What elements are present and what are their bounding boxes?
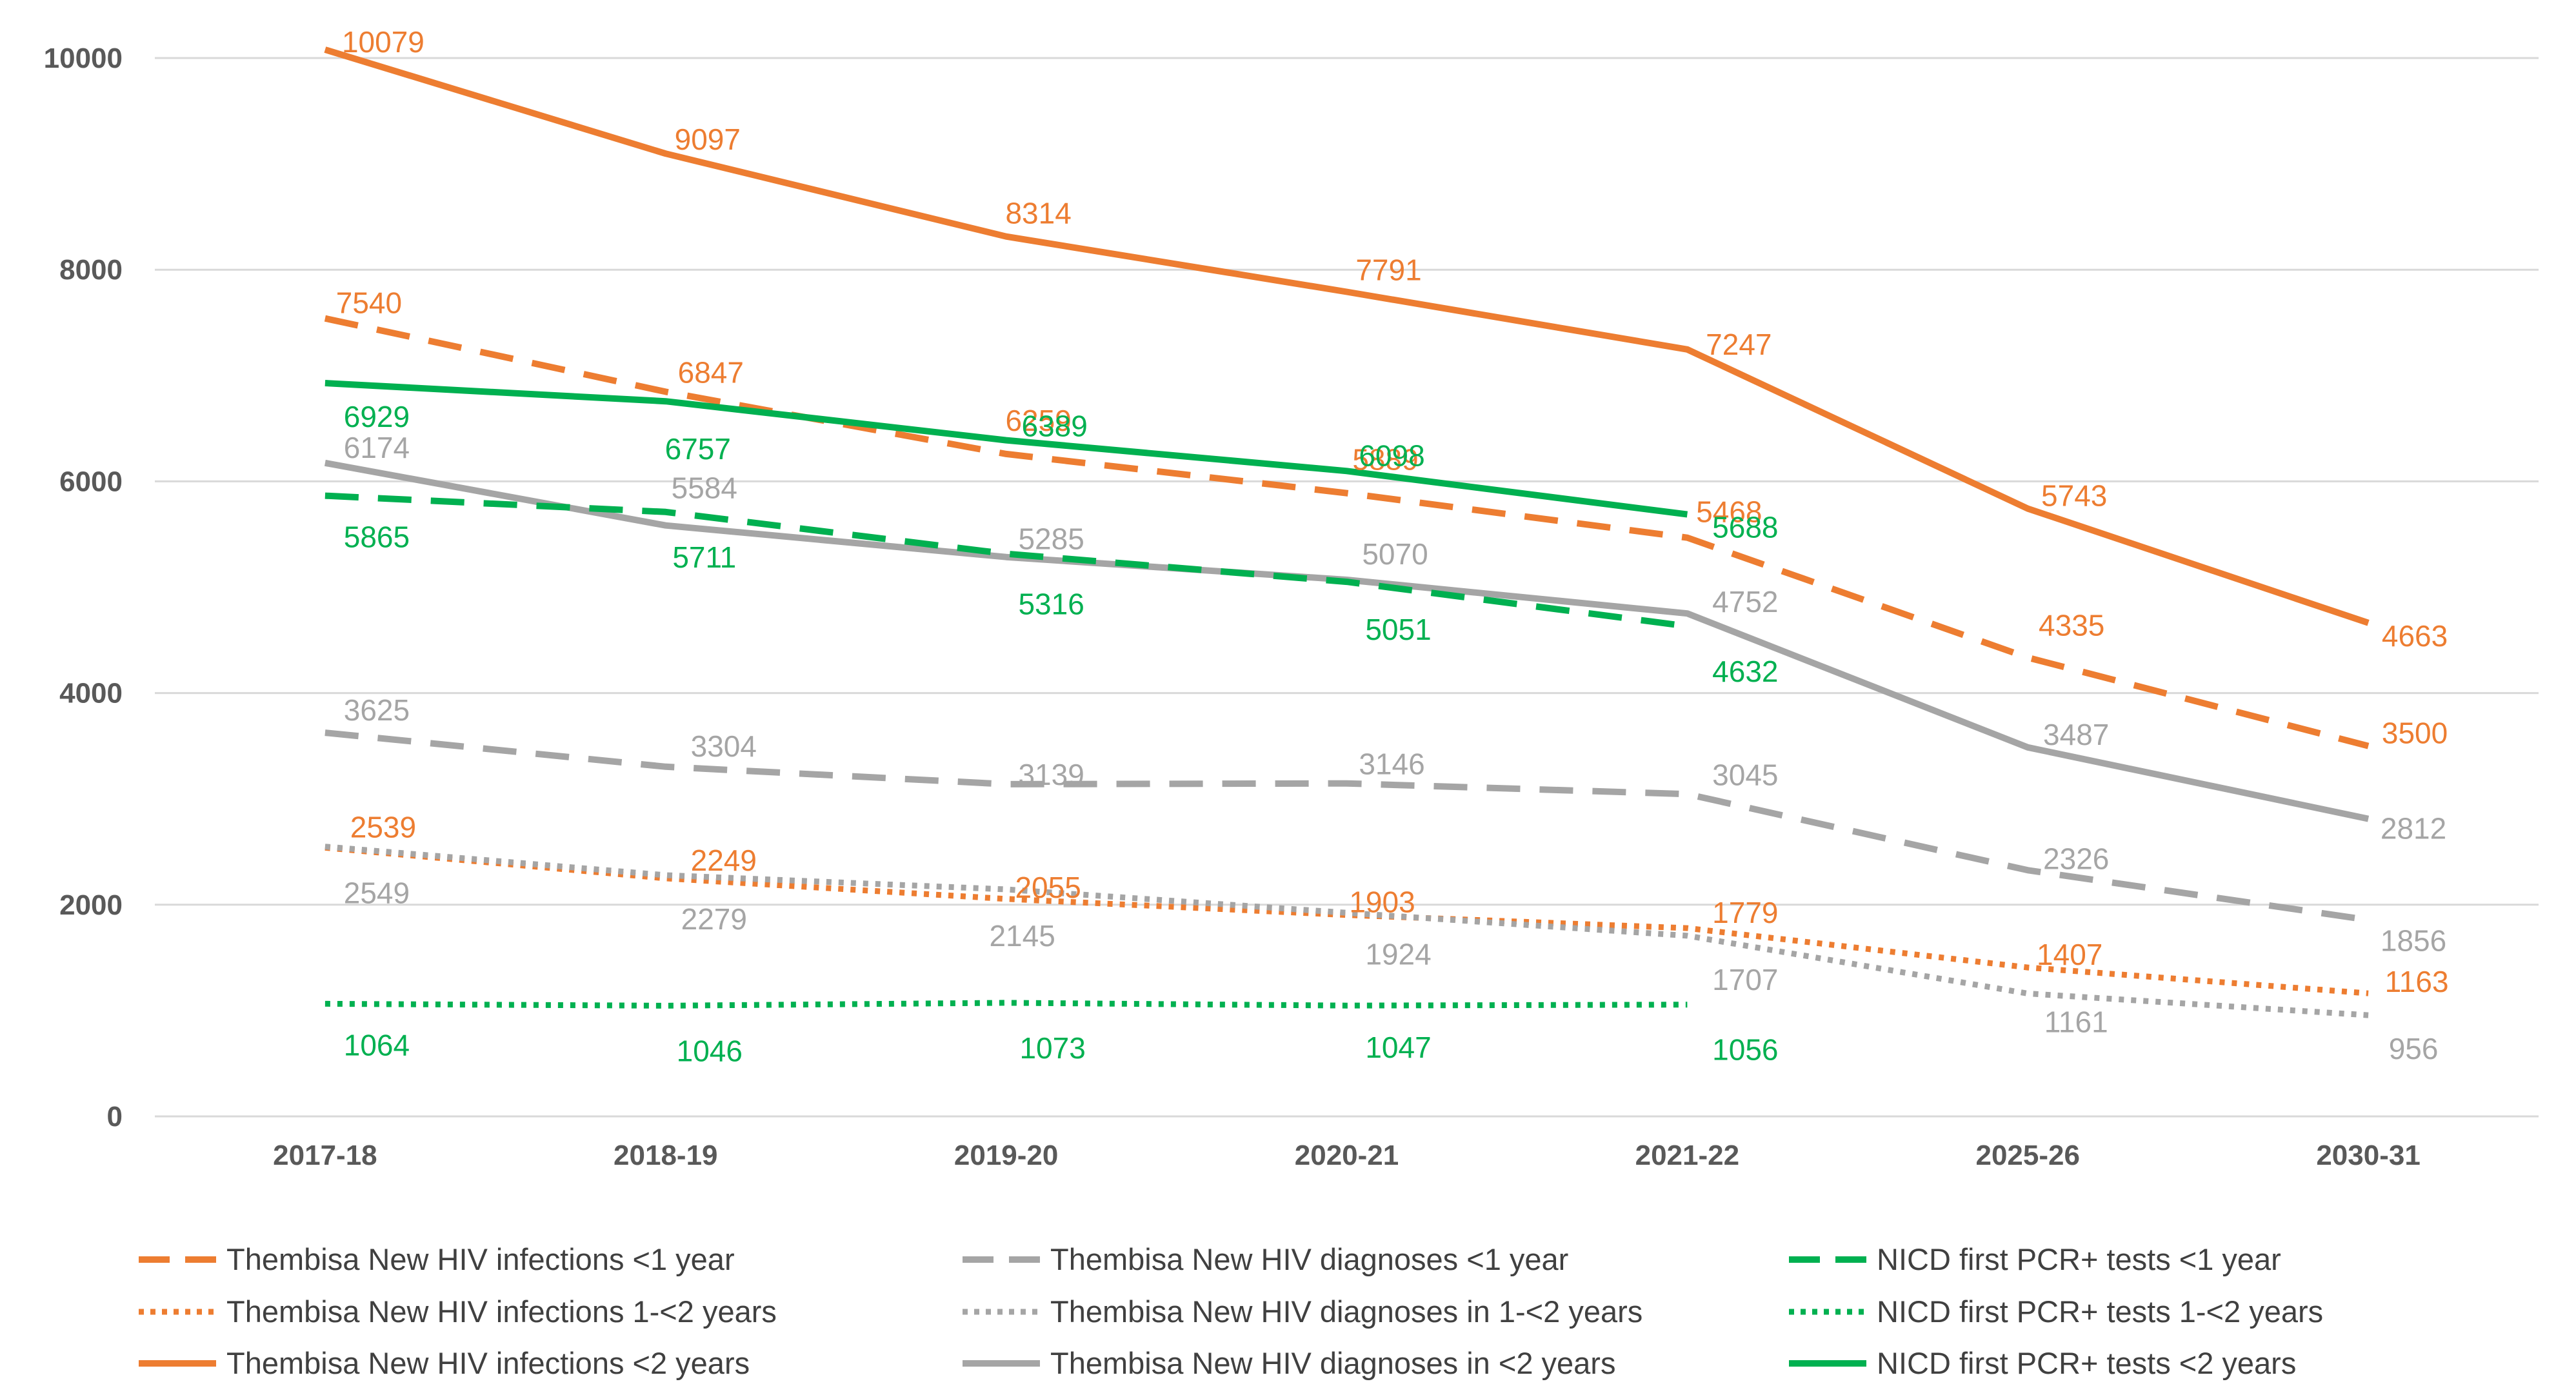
series-line-7 (324, 492, 1688, 629)
legend-label: Thembisa New HIV infections <1 year (226, 1242, 735, 1276)
data-labels: 7540 6847 6259 5889 5468 4335 3500 2539 2249 2055… (336, 25, 2449, 1067)
data-label: 1073 (1019, 1031, 1085, 1065)
x-tick-label: 2017-18 (273, 1140, 377, 1171)
data-label: 7540 (336, 286, 402, 320)
y-tick-label: 10000 (44, 43, 123, 74)
data-label: 4752 (1712, 585, 1778, 618)
data-label: 1924 (1365, 937, 1431, 971)
data-label: 1903 (1349, 885, 1415, 919)
x-tick-label: 2030-31 (2316, 1140, 2420, 1171)
data-label: 7791 (1355, 253, 1421, 286)
data-label: 10079 (342, 25, 424, 59)
data-label: 3487 (2043, 718, 2109, 751)
data-label: 3625 (344, 693, 410, 727)
legend-label: NICD first PCR+ tests 1-<2 years (1877, 1294, 2323, 1329)
data-label: 956 (2389, 1032, 2439, 1065)
data-label: 7247 (1706, 328, 1772, 361)
data-label: 5889 (1352, 443, 1418, 477)
data-label: 1163 (2385, 965, 2449, 998)
data-label: 6259 (1005, 404, 1071, 437)
gridlines (155, 57, 2539, 906)
data-label: 2279 (681, 902, 747, 936)
data-label: 3304 (691, 729, 757, 763)
data-label: 1779 (1712, 896, 1778, 929)
legend-label: Thembisa New HIV infections 1-<2 years (226, 1294, 777, 1329)
data-label: 3139 (1018, 758, 1084, 791)
x-tick-label: 2019-20 (954, 1140, 1058, 1171)
series-line-8 (324, 1000, 1688, 1009)
y-tick-label: 4000 (59, 678, 123, 709)
legend-label: NICD first PCR+ tests <2 years (1877, 1346, 2296, 1380)
data-label: 3146 (1359, 747, 1424, 781)
series-line-2 (324, 844, 2369, 996)
series-line-9 (324, 380, 1688, 518)
data-label: 2249 (691, 844, 757, 877)
data-label: 1047 (1365, 1031, 1431, 1064)
data-label: 2055 (1015, 871, 1081, 904)
data-label: 2145 (989, 919, 1055, 953)
data-label: 5865 (344, 520, 410, 554)
data-label: 6929 (344, 400, 410, 433)
data-label: 2539 (350, 810, 416, 844)
data-label: 6389 (1021, 410, 1087, 443)
legend-label: Thembisa New HIV diagnoses in 1-<2 years (1050, 1294, 1642, 1329)
data-label: 2549 (344, 876, 410, 910)
data-label: 2812 (2381, 812, 2446, 846)
data-label: 5051 (1365, 613, 1431, 646)
data-label: 5468 (1696, 495, 1762, 529)
x-tick-label: 2020-21 (1295, 1140, 1399, 1171)
data-label: 5584 (672, 471, 737, 505)
series-lines (324, 46, 2370, 1018)
data-label: 5070 (1362, 537, 1428, 571)
data-label: 4632 (1712, 655, 1778, 688)
legend-label: Thembisa New HIV infections <2 years (226, 1346, 750, 1380)
y-tick-label: 6000 (59, 466, 123, 497)
data-label: 5743 (2041, 479, 2107, 513)
series-line-3 (324, 46, 2370, 626)
data-label: 5711 (672, 540, 736, 574)
legend-label: Thembisa New HIV diagnoses in <2 years (1050, 1346, 1615, 1380)
data-label: 4663 (2382, 619, 2448, 653)
data-label: 1056 (1712, 1033, 1778, 1067)
y-tick-label: 0 (107, 1101, 123, 1133)
data-label: 6098 (1359, 439, 1424, 472)
series-line-4 (324, 729, 2369, 924)
legend-label: NICD first PCR+ tests <1 year (1877, 1242, 2281, 1276)
data-label: 3045 (1712, 758, 1778, 791)
data-label: 6757 (665, 432, 731, 466)
data-label: 1161 (2044, 1005, 2108, 1038)
data-label: 5688 (1712, 511, 1778, 544)
data-label: 5316 (1018, 588, 1084, 621)
x-tick-label: 2021-22 (1635, 1140, 1739, 1171)
x-tick-label: 2025-26 (1975, 1140, 2079, 1171)
x-axis: 2017-18 2018-19 2019-20 2020-21 2021-22 2025-… (155, 1115, 2539, 1171)
data-label: 5285 (1018, 522, 1084, 556)
data-label: 1856 (2381, 924, 2446, 957)
y-tick-label: 2000 (59, 889, 123, 921)
data-label: 2326 (2043, 842, 2109, 875)
y-axis: 0 2000 4000 6000 8000 10000 (44, 43, 123, 1133)
data-label: 1064 (344, 1028, 410, 1062)
data-label: 1707 (1712, 963, 1778, 996)
data-label: 8314 (1005, 197, 1071, 230)
data-label: 3500 (2382, 717, 2448, 750)
legend: Thembisa New HIV infections <1 year Themb… (139, 1242, 2323, 1380)
x-tick-label: 2018-19 (614, 1140, 717, 1171)
data-label: 1046 (677, 1034, 743, 1067)
series-line-1 (324, 315, 2370, 749)
legend-label: Thembisa New HIV diagnoses <1 year (1050, 1242, 1568, 1276)
data-label: 6847 (678, 355, 744, 389)
data-label: 1407 (2037, 938, 2102, 971)
data-label: 6174 (344, 431, 410, 464)
data-label: 9097 (675, 123, 741, 156)
y-tick-label: 8000 (59, 254, 123, 286)
data-label: 4335 (2039, 609, 2104, 642)
